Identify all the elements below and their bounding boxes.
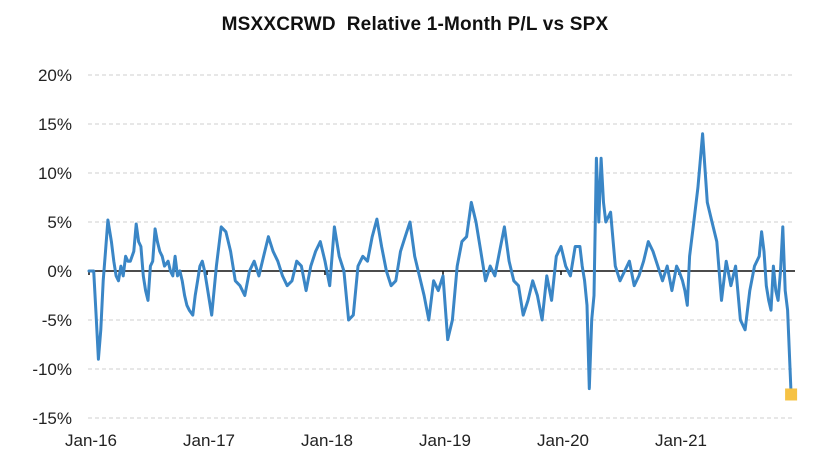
y-tick-label: 10% bbox=[38, 164, 72, 183]
x-tick-label: Jan-21 bbox=[655, 431, 707, 450]
y-tick-label: 0% bbox=[47, 262, 72, 281]
end-marker bbox=[785, 388, 798, 401]
annotation-layer bbox=[785, 388, 798, 401]
y-tick-label: -5% bbox=[42, 311, 72, 330]
y-tick-label: 20% bbox=[38, 66, 72, 85]
x-tick-label: Jan-18 bbox=[301, 431, 353, 450]
x-tick-label: Jan-17 bbox=[183, 431, 235, 450]
chart-title: MSXXCRWD Relative 1-Month P/L vs SPX bbox=[221, 14, 609, 35]
y-tick-label: -10% bbox=[32, 360, 72, 379]
gridlines bbox=[88, 74, 795, 419]
y-tick-label: 5% bbox=[47, 213, 72, 232]
x-axis-ticks: Jan-16 Jan-17 Jan-18 Jan-19 Jan-20 Jan-21 bbox=[65, 271, 707, 450]
y-axis-ticks: 20% 15% 10% 5% 0% -5% -10% -15% bbox=[32, 66, 72, 428]
series-layer bbox=[87, 132, 793, 396]
x-tick-label: Jan-20 bbox=[537, 431, 589, 450]
series-line bbox=[87, 132, 793, 396]
x-tick-label: Jan-19 bbox=[419, 431, 471, 450]
y-tick-label: -15% bbox=[32, 409, 72, 428]
x-tick-label: Jan-16 bbox=[65, 431, 117, 450]
y-tick-label: 15% bbox=[38, 115, 72, 134]
